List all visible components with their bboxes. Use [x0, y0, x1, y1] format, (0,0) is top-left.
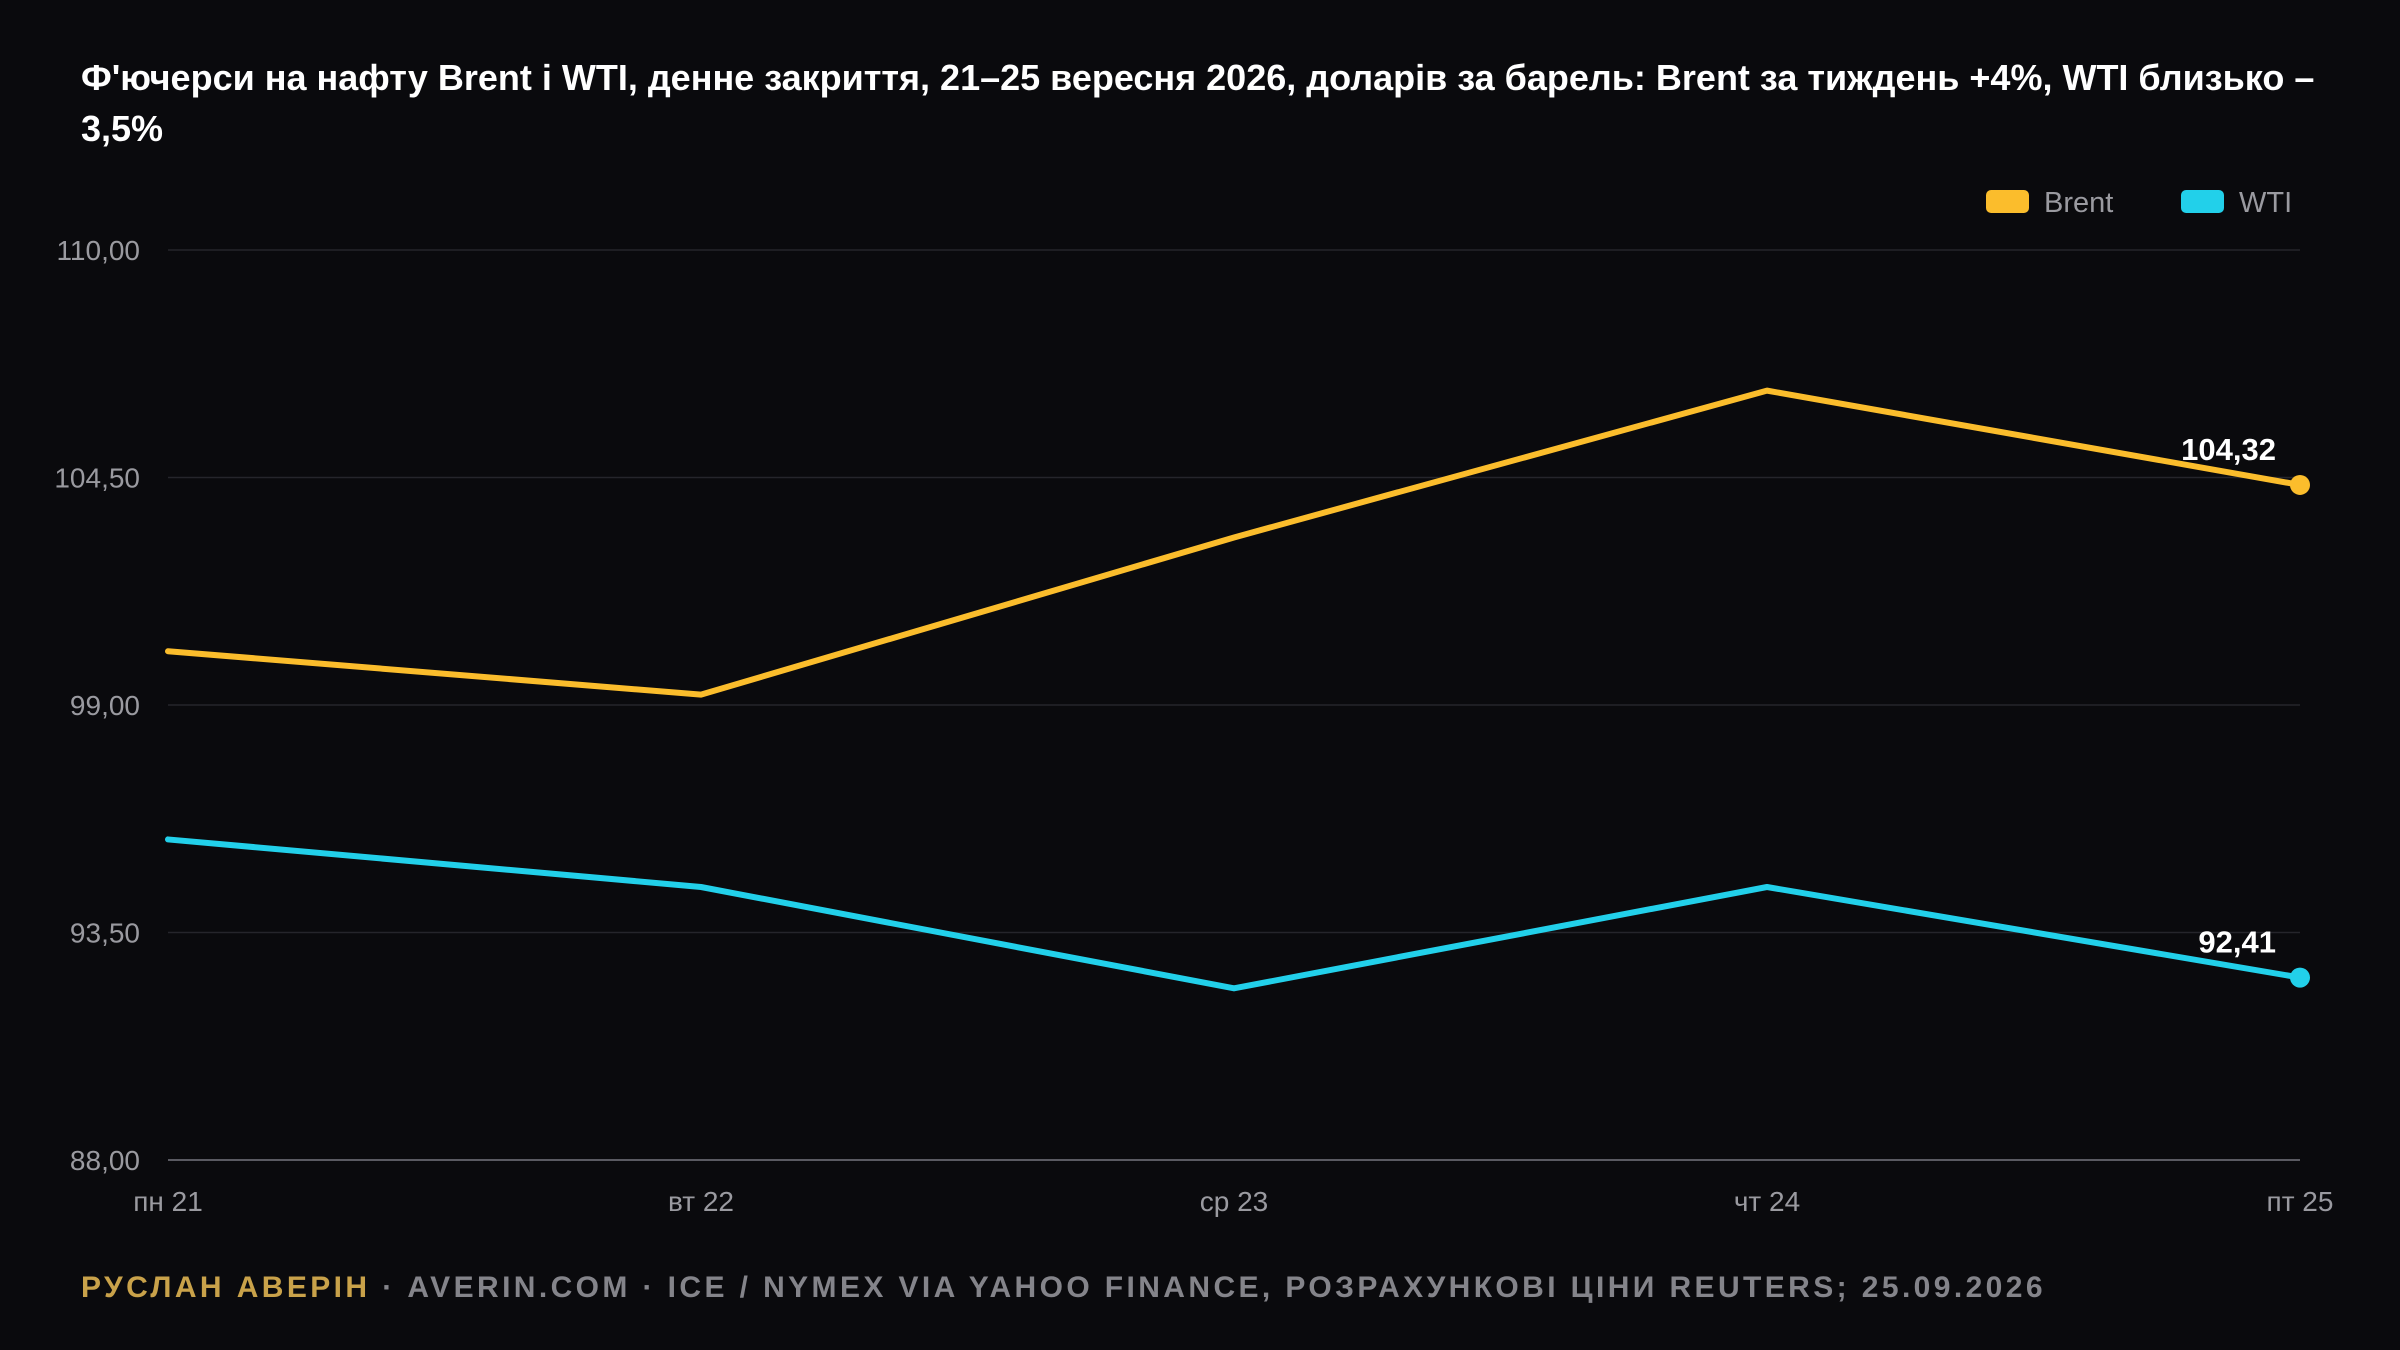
y-tick-label: 104,50 — [54, 463, 140, 494]
end-point-brent — [2290, 474, 2310, 495]
y-tick-label: 93,50 — [70, 918, 140, 949]
end-value-label-brent: 104,32 — [2181, 432, 2276, 467]
x-tick-label: чт 24 — [1734, 1186, 1800, 1217]
legend-swatch-brent — [1986, 190, 2029, 213]
chart-title: Ф'ючерси на нафту Brent і WTI, денне зак… — [81, 57, 2315, 149]
legend: Brent WTI — [1986, 187, 2292, 219]
footer-separator-1: · — [370, 1271, 408, 1304]
footer-site: AVERIN.COM — [407, 1271, 631, 1304]
y-tick-label: 99,00 — [70, 690, 140, 721]
series-line-wti — [165, 836, 2303, 992]
x-axis-ticks: пн 21 вт 22 ср 23 чт 24 пт 25 — [133, 1186, 2333, 1217]
footer-source: ICE / NYMEX VIA YAHOO FINANCE, РОЗРАХУНК… — [667, 1271, 2046, 1304]
x-tick-label: пт 25 — [2267, 1186, 2334, 1217]
y-axis-ticks: 88,00 93,50 99,00 104,50 110,00 — [54, 235, 140, 1176]
x-tick-label: вт 22 — [668, 1186, 734, 1217]
gridlines — [168, 249, 2300, 1161]
series-line-brent — [165, 387, 2303, 698]
x-tick-label: пн 21 — [133, 1186, 203, 1217]
footer-author: РУСЛАН АВЕРІН — [81, 1271, 371, 1304]
end-point-wti — [2290, 967, 2310, 988]
source-footer: РУСЛАН АВЕРІН · AVERIN.COM · ICE / NYMEX… — [81, 1271, 2046, 1305]
y-tick-label: 110,00 — [56, 235, 140, 266]
series-lines: 104,32 92,41 — [165, 387, 2310, 992]
y-tick-label: 88,00 — [70, 1145, 140, 1176]
end-value-label-wti: 92,41 — [2198, 925, 2276, 960]
legend-label-brent: Brent — [2044, 187, 2113, 219]
legend-swatch-wti — [2181, 190, 2224, 213]
legend-label-wti: WTI — [2239, 187, 2292, 219]
footer-separator-2: · — [630, 1271, 668, 1304]
x-tick-label: ср 23 — [1200, 1186, 1269, 1217]
